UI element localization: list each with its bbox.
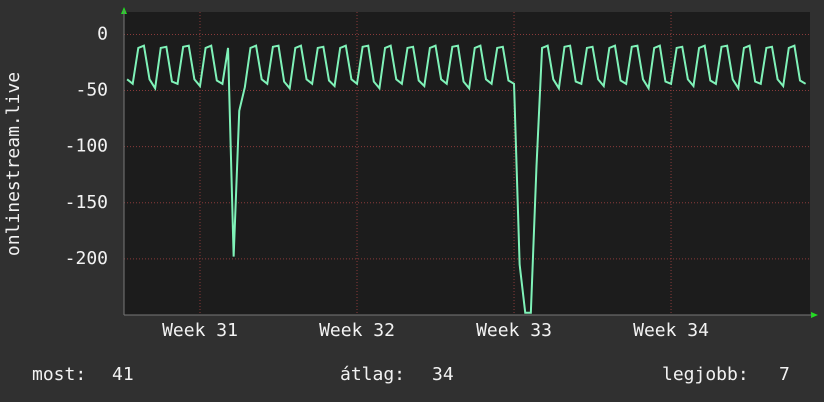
x-tick-label: Week 32 bbox=[319, 320, 395, 341]
y-tick-label: 0 bbox=[97, 23, 108, 44]
stat-label: átlag: bbox=[340, 364, 405, 385]
y-tick-label: -200 bbox=[65, 248, 108, 269]
stat-value: 41 bbox=[112, 364, 134, 385]
stat-label: most: bbox=[32, 364, 86, 385]
stat-value: 34 bbox=[432, 364, 454, 385]
y-tick-label: -150 bbox=[65, 192, 108, 213]
plot-area bbox=[124, 12, 810, 315]
x-tick-label: Week 31 bbox=[162, 320, 238, 341]
stat-label: legjobb: bbox=[662, 364, 749, 385]
stat-value: 7 bbox=[779, 364, 790, 385]
y-tick-label: -100 bbox=[65, 136, 108, 157]
y-axis-label: onlinestream.live bbox=[3, 72, 24, 256]
x-tick-label: Week 34 bbox=[633, 320, 709, 341]
x-tick-label: Week 33 bbox=[476, 320, 552, 341]
data-line bbox=[126, 44, 807, 314]
axis-arrow bbox=[811, 312, 818, 318]
y-tick-label: -50 bbox=[75, 80, 108, 101]
